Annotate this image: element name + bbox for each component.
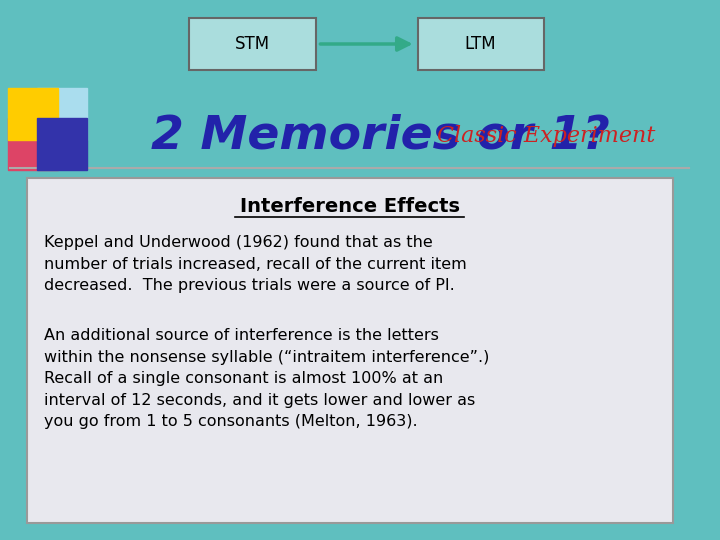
Text: Classic Experiment: Classic Experiment bbox=[436, 125, 655, 147]
Bar bbox=[8, 118, 58, 170]
Text: 2 Memories or 1?: 2 Memories or 1? bbox=[150, 113, 609, 159]
Text: STM: STM bbox=[235, 35, 270, 53]
Text: Interference Effects: Interference Effects bbox=[240, 198, 459, 217]
FancyBboxPatch shape bbox=[189, 18, 315, 70]
FancyBboxPatch shape bbox=[27, 178, 673, 523]
Text: An additional source of interference is the letters
within the nonsense syllable: An additional source of interference is … bbox=[44, 328, 489, 429]
Text: Keppel and Underwood (1962) found that as the
number of trials increased, recall: Keppel and Underwood (1962) found that a… bbox=[44, 235, 467, 293]
Bar bbox=[8, 88, 58, 140]
Bar bbox=[37, 118, 87, 170]
Bar bbox=[37, 88, 87, 140]
FancyBboxPatch shape bbox=[418, 18, 544, 70]
Text: LTM: LTM bbox=[465, 35, 497, 53]
